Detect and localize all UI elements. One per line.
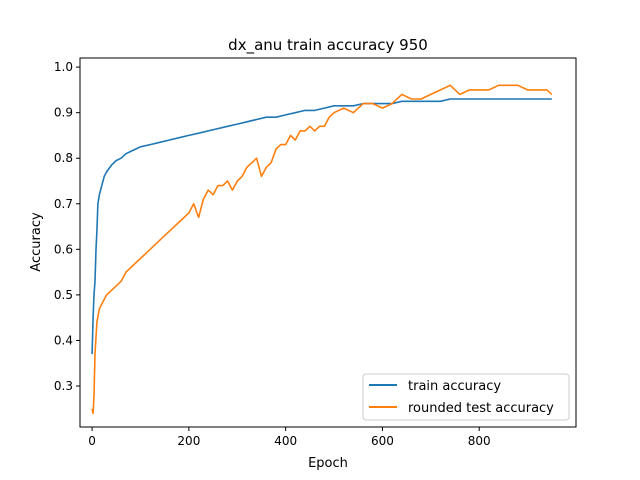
x-tick-label: 600 xyxy=(371,434,394,448)
legend: train accuracy rounded test accuracy xyxy=(362,373,570,421)
y-tick-label: 0.6 xyxy=(54,242,73,256)
chart-title: dx_anu train accuracy 950 xyxy=(228,36,428,55)
y-tick-label: 1.0 xyxy=(54,60,73,74)
y-tick-label: 0.9 xyxy=(54,106,73,120)
x-axis-label: Epoch xyxy=(308,456,348,471)
x-tick-label: 0 xyxy=(88,434,96,448)
x-tick-label: 400 xyxy=(274,434,297,448)
y-tick-label: 0.3 xyxy=(54,379,73,393)
series-line-test xyxy=(91,84,553,415)
y-tick-label: 0.5 xyxy=(54,288,73,302)
x-tick-label: 800 xyxy=(468,434,491,448)
y-axis-label: Accuracy xyxy=(29,212,44,272)
y-tick-label: 0.8 xyxy=(54,151,73,165)
y-axis-ticks: 0.3 0.4 0.5 0.6 0.7 0.8 0.9 1.0 xyxy=(54,60,80,393)
legend-box xyxy=(362,373,570,421)
series-lines xyxy=(91,84,553,415)
legend-label-test: rounded test accuracy xyxy=(408,401,554,416)
x-axis-ticks: 0 200 400 600 800 xyxy=(88,427,491,448)
axes-frame xyxy=(79,57,577,428)
legend-label-train: train accuracy xyxy=(408,379,501,394)
x-tick-label: 200 xyxy=(177,434,200,448)
y-tick-label: 0.4 xyxy=(54,333,73,347)
y-tick-label: 0.7 xyxy=(54,197,73,211)
series-line-train xyxy=(91,98,552,355)
